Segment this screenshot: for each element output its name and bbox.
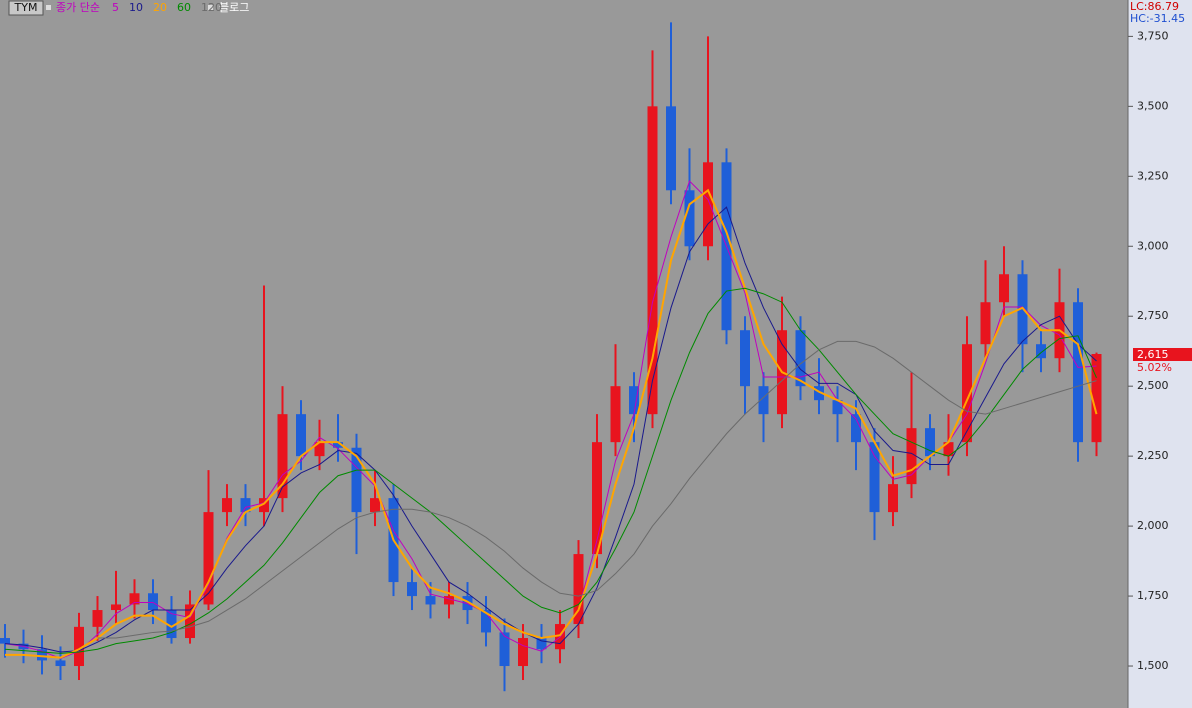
y-tick-label: 2,000 <box>1137 519 1169 532</box>
candle-body <box>925 428 935 457</box>
candle-body <box>703 162 713 247</box>
candle-body <box>962 344 972 443</box>
change-label: 5.02% <box>1137 361 1172 374</box>
candle-body <box>869 442 880 513</box>
candle-body <box>222 498 232 513</box>
candle-body <box>37 649 47 661</box>
candle-body <box>832 400 843 415</box>
blog-label[interactable]: 블로그 <box>219 1 249 14</box>
y-tick-label: 2,500 <box>1137 379 1169 392</box>
candle-body <box>499 632 510 667</box>
candle-body <box>666 106 676 191</box>
candle-body <box>333 442 343 448</box>
candle-body <box>684 190 695 247</box>
candle-body <box>129 593 140 605</box>
legend-entry: 20 <box>153 1 167 14</box>
legend-entry: 120 <box>201 1 222 14</box>
candle-body <box>0 638 10 644</box>
ma-line <box>5 188 1098 659</box>
last-price: 2,615 <box>1137 348 1169 361</box>
ma-line <box>4 287 1097 654</box>
candle-body <box>629 386 639 415</box>
candle-body <box>203 512 214 605</box>
candle-body <box>277 414 288 499</box>
candle-body <box>758 386 769 415</box>
legend-entry: 10 <box>129 1 143 14</box>
candle-body <box>296 414 306 457</box>
candle-body <box>425 596 436 605</box>
ma-label: 종가 단순 <box>56 1 100 14</box>
candle-body <box>55 660 66 667</box>
candle-body <box>148 593 158 611</box>
candle-body <box>259 498 269 513</box>
y-tick-label: 1,750 <box>1137 589 1169 602</box>
candle-body <box>462 596 473 611</box>
marker <box>46 5 51 10</box>
candle-body <box>166 610 177 639</box>
candle-body <box>573 554 584 625</box>
legend-entry: 5 <box>112 1 119 14</box>
y-tick-label: 3,750 <box>1137 29 1169 42</box>
candle-body <box>906 428 917 485</box>
y-tick-label: 1,500 <box>1137 659 1169 672</box>
candle-body <box>351 447 362 513</box>
candle-body <box>888 484 898 513</box>
y-tick-label: 3,000 <box>1137 239 1169 252</box>
candle-body <box>314 442 325 457</box>
hc-label: HC:-31.45 <box>1130 12 1185 25</box>
candle-body <box>481 610 491 633</box>
symbol-box[interactable] <box>8 0 44 16</box>
candle-body <box>980 302 991 345</box>
symbol: TYM <box>14 1 38 14</box>
candle-body <box>943 442 954 457</box>
candle-body <box>740 330 750 387</box>
lc-label: LC:86.79 <box>1130 0 1179 13</box>
candle-body <box>444 596 454 605</box>
y-tick-label: 2,250 <box>1137 449 1169 462</box>
candle-body <box>240 498 251 513</box>
candle-body <box>1073 302 1083 443</box>
candle-body <box>814 386 824 401</box>
y-tick-label: 2,750 <box>1137 309 1169 322</box>
candle-body <box>851 414 861 443</box>
candle-body <box>407 582 417 597</box>
candle-body <box>1091 354 1102 443</box>
candle-body <box>74 626 84 667</box>
candle-body <box>518 638 528 667</box>
candle-body <box>592 442 602 555</box>
candle-body <box>92 610 103 627</box>
candle-body <box>795 330 806 387</box>
candle-body <box>1036 344 1046 359</box>
ma-line <box>97 340 1097 639</box>
candle-body <box>185 604 195 639</box>
candle-body <box>536 638 547 650</box>
y-tick-label: 3,250 <box>1137 169 1169 182</box>
candle-body <box>610 386 621 443</box>
y-tick-label: 3,500 <box>1137 99 1169 112</box>
candle-body <box>999 274 1009 303</box>
candle-body <box>370 498 380 513</box>
candle-body <box>647 106 658 415</box>
candle-body <box>111 604 121 611</box>
plot-area <box>0 0 1128 708</box>
ma-line <box>4 206 1097 653</box>
last-price-box <box>1133 348 1192 361</box>
legend-entry: 60 <box>177 1 191 14</box>
marker <box>208 5 213 10</box>
